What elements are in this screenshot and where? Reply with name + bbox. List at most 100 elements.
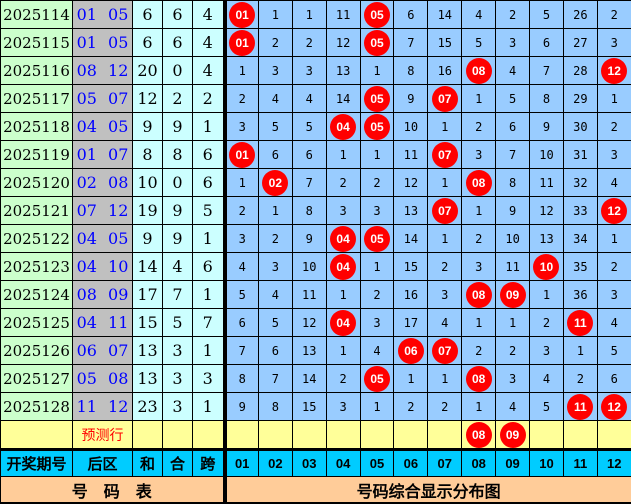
- distribution-cell-11: 35: [562, 252, 598, 281]
- header-he: 合: [162, 448, 193, 477]
- back-numbers: 01 07: [72, 140, 133, 169]
- distribution-cell-10: 10: [529, 252, 564, 281]
- span-value: 4: [192, 56, 227, 85]
- distribution-cell-10: 13: [529, 224, 564, 253]
- distribution-cell-10: 6: [529, 28, 564, 57]
- sum-value: 15: [132, 308, 163, 337]
- distribution-cell-6: 2: [393, 392, 429, 421]
- distribution-cell-11: 34: [562, 224, 598, 253]
- sum-value: 6: [132, 28, 163, 57]
- distribution-cell-4: 13: [325, 56, 361, 85]
- table-row: 2025122 04 05 9 9 1 3 2 9 04 05 14 1 2 10 13 34 1: [0, 224, 631, 253]
- prediction-cell-4: [325, 420, 361, 450]
- table-row: 2025117 05 07 12 2 2 2 4 4 14 05 9 07 1 5 8 29 1: [0, 84, 631, 113]
- distribution-cell-4: 04: [325, 308, 361, 337]
- sum-value: 14: [132, 252, 163, 281]
- distribution-cell-4: 11: [325, 0, 361, 29]
- header-number-11: 11: [562, 448, 598, 477]
- header-number-05: 05: [359, 448, 395, 477]
- distribution-cell-10: 7: [529, 56, 564, 85]
- distribution-cell-10: 5: [529, 0, 564, 29]
- distribution-cell-8: 1: [461, 196, 497, 225]
- header-number-02: 02: [257, 448, 293, 477]
- distribution-cell-4: 12: [325, 28, 361, 57]
- distribution-cell-3: 5: [291, 112, 327, 141]
- prediction-row: 预测行 08 09: [0, 420, 631, 450]
- sum-value: 8: [132, 140, 163, 169]
- back-numbers: 02 08: [72, 168, 133, 197]
- hit-ball: 12: [601, 393, 628, 420]
- back-numbers: 01 05: [72, 28, 133, 57]
- hit-ball: 05: [364, 113, 390, 140]
- header-period: 开奖期号: [0, 448, 73, 477]
- distribution-cell-12: 12: [596, 196, 631, 225]
- period-number: 2025127: [0, 364, 73, 393]
- distribution-cell-6: 12: [393, 168, 429, 197]
- distribution-cell-12: 12: [596, 56, 631, 85]
- hit-ball: 07: [431, 141, 458, 168]
- distribution-cell-11: 2: [562, 364, 598, 393]
- distribution-cell-2: 02: [257, 168, 293, 197]
- distribution-cell-1: 01: [224, 0, 259, 29]
- header-number-01: 01: [224, 448, 259, 477]
- prediction-blank: [132, 420, 163, 450]
- period-number: 2025124: [0, 280, 73, 309]
- distribution-cell-8: 3: [461, 252, 497, 281]
- he-value: 8: [162, 140, 193, 169]
- hit-ball: 11: [567, 393, 594, 420]
- distribution-cell-3: 15: [291, 392, 327, 421]
- column-header-row: 开奖期号 后区和合跨 01 02 03 04 05 06 07 08 09 10 11 12: [0, 448, 631, 477]
- sum-value: 13: [132, 336, 163, 365]
- distribution-cell-10: 2: [529, 308, 564, 337]
- distribution-cell-10: 9: [529, 112, 564, 141]
- hit-ball: 05: [364, 85, 390, 112]
- he-value: 0: [162, 168, 193, 197]
- hit-ball: 07: [431, 85, 458, 112]
- prediction-cell-5: [359, 420, 395, 450]
- distribution-cell-5: 1: [359, 252, 395, 281]
- distribution-cell-1: 9: [224, 392, 259, 421]
- distribution-cell-11: 11: [562, 392, 598, 421]
- distribution-cell-1: 01: [224, 28, 259, 57]
- back-numbers: 06 07: [72, 336, 133, 365]
- span-value: 3: [192, 364, 227, 393]
- table-row: 2025125 04 11 15 5 7 6 5 12 04 3 17 4 1 1 2 11 4: [0, 308, 631, 337]
- distribution-cell-9: 8: [495, 168, 531, 197]
- back-numbers: 08 12: [72, 56, 133, 85]
- period-number: 2025118: [0, 112, 73, 141]
- distribution-cell-11: 31: [562, 140, 598, 169]
- sum-value: 9: [132, 224, 163, 253]
- sum-value: 12: [132, 84, 163, 113]
- distribution-cell-8: 2: [461, 224, 497, 253]
- distribution-cell-11: 1: [562, 336, 598, 365]
- distribution-cell-9: 09: [495, 420, 531, 450]
- distribution-cell-2: 6: [257, 140, 293, 169]
- he-value: 5: [162, 308, 193, 337]
- distribution-cell-9: 7: [495, 140, 531, 169]
- distribution-cell-11: 30: [562, 112, 598, 141]
- distribution-cell-12: 3: [596, 28, 631, 57]
- period-number: 2025125: [0, 308, 73, 337]
- distribution-cell-9: 3: [495, 364, 531, 393]
- distribution-cell-11: 32: [562, 168, 598, 197]
- table-row: 2025127 05 08 13 3 3 8 7 14 2 05 1 1 08 3 4 2 6: [0, 364, 631, 393]
- distribution-cell-10: 3: [529, 336, 564, 365]
- back-numbers: 08 09: [72, 280, 133, 309]
- distribution-cell-9: 5: [495, 84, 531, 113]
- header-back: 后区: [72, 448, 133, 477]
- span-value: 7: [192, 308, 227, 337]
- distribution-cell-4: 1: [325, 336, 361, 365]
- footer-row: 号 码 表号码综合显示分布图: [0, 476, 631, 503]
- distribution-cell-7: 14: [427, 0, 463, 29]
- hit-ball: 08: [465, 169, 492, 196]
- distribution-cell-11: 27: [562, 28, 598, 57]
- sum-value: 9: [132, 112, 163, 141]
- span-value: 1: [192, 336, 227, 365]
- distribution-cell-5: 3: [359, 308, 395, 337]
- distribution-cell-1: 6: [224, 308, 259, 337]
- distribution-cell-2: 5: [257, 308, 293, 337]
- hit-ball: 04: [330, 113, 357, 140]
- hit-ball: 04: [330, 253, 357, 280]
- distribution-cell-7: 07: [427, 84, 463, 113]
